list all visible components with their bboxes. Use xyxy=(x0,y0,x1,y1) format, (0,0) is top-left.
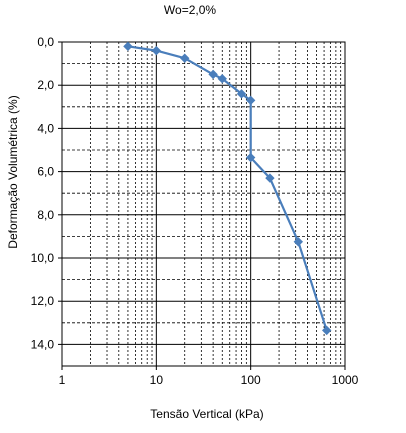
data-point xyxy=(123,41,133,52)
x-axis-title: Tensão Vertical (kPa) xyxy=(150,407,263,421)
data-point xyxy=(265,173,275,183)
plot-border xyxy=(61,41,346,367)
y-tick-label: 0,0 xyxy=(37,35,54,49)
y-tick-label: 10,0 xyxy=(31,251,55,265)
x-tick-label: 1000 xyxy=(332,373,359,387)
data-point xyxy=(245,152,256,163)
plot-frame xyxy=(58,41,346,370)
data-point xyxy=(293,237,304,247)
data-point xyxy=(217,74,227,84)
series-line xyxy=(127,45,328,331)
data-point xyxy=(236,89,247,99)
data-point xyxy=(208,69,218,80)
x-tick-label: 1 xyxy=(59,373,66,387)
y-axis-title: Deformação Volumétrica (%) xyxy=(6,95,20,248)
x-tick-label: 100 xyxy=(241,373,261,387)
series xyxy=(123,41,332,336)
y-tick-label: 14,0 xyxy=(31,337,55,351)
data-point xyxy=(322,325,332,336)
y-tick-label: 2,0 xyxy=(37,78,54,92)
grid xyxy=(62,42,345,366)
data-point xyxy=(180,53,190,63)
tick-labels: 1 10 100 1000 0,0 2,0 4,0 6,0 8,0 10,0 12,0 14,0 xyxy=(31,35,359,387)
y-tick-label: 12,0 xyxy=(31,294,55,308)
y-tick-label: 6,0 xyxy=(37,165,54,179)
data-point xyxy=(151,45,162,56)
y-tick-label: 8,0 xyxy=(37,208,54,222)
y-tick-label: 4,0 xyxy=(37,121,54,135)
x-tick-label: 10 xyxy=(150,373,164,387)
chart-title: Wo=2,0% xyxy=(164,3,216,17)
data-point xyxy=(245,95,256,106)
